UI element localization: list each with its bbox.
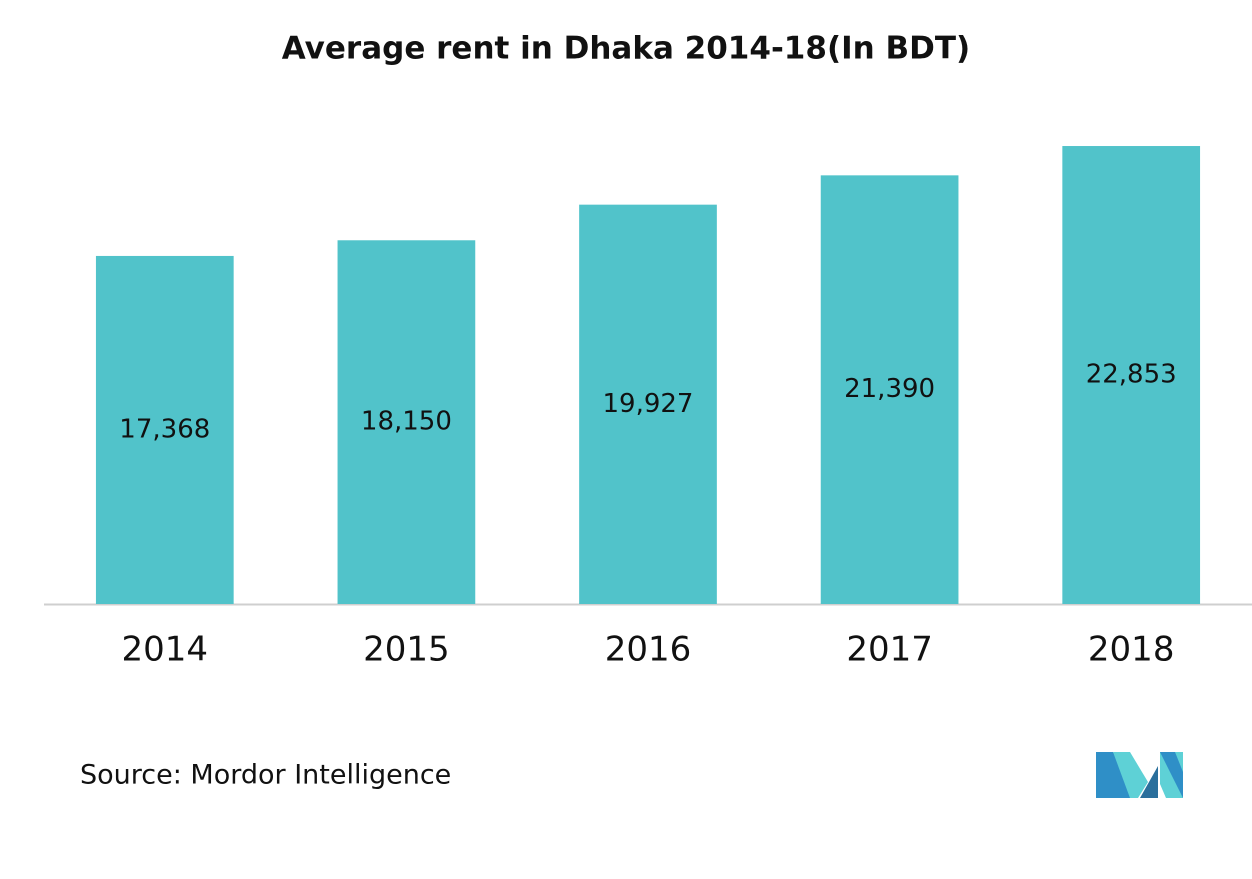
x-tick-label: 2016 — [605, 630, 692, 670]
logo-shape — [1113, 752, 1148, 798]
bar — [337, 240, 476, 605]
bar — [1062, 146, 1201, 604]
bar — [579, 204, 717, 605]
x-tick-label: 2017 — [846, 630, 933, 670]
value-label: 22,853 — [1086, 360, 1177, 390]
value-label: 19,927 — [603, 389, 694, 419]
bar — [820, 175, 959, 604]
x-tick-label: 2018 — [1088, 630, 1175, 670]
bar — [95, 255, 234, 604]
logo — [1096, 752, 1183, 798]
chart-title: Average rent in Dhaka 2014-18(In BDT) — [282, 31, 970, 67]
x-tick-label: 2014 — [122, 630, 209, 670]
value-label: 17,368 — [119, 414, 210, 444]
logo-shape — [1140, 766, 1158, 798]
value-label: 18,150 — [361, 407, 452, 437]
x-tick-label: 2015 — [363, 630, 450, 670]
value-label: 21,390 — [844, 374, 935, 404]
logo-shape — [1096, 752, 1130, 798]
source: Source: Mordor Intelligence — [80, 760, 451, 791]
logo-shape — [1160, 752, 1183, 798]
